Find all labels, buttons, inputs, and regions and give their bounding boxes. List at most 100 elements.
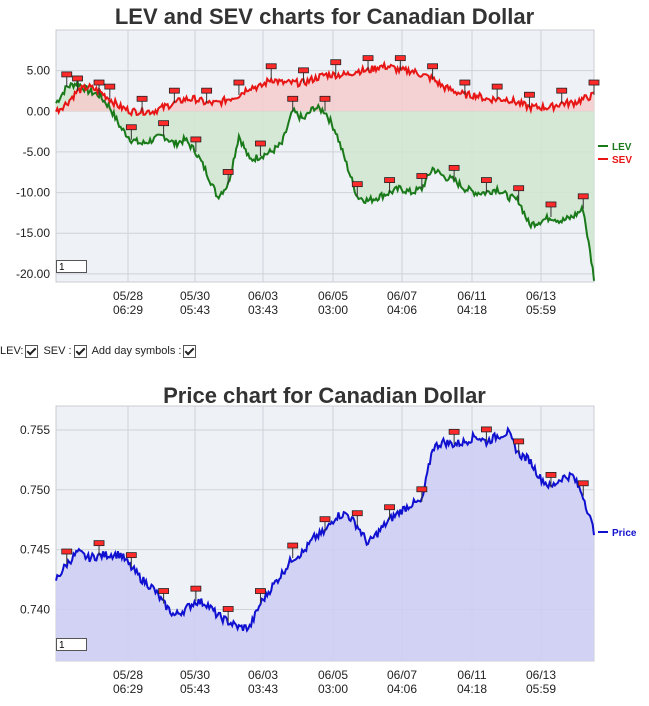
lev-x-tick-time: 04:18 xyxy=(457,303,487,317)
day-symbol-marker[interactable] xyxy=(319,95,331,102)
day-symbol-marker[interactable] xyxy=(125,124,137,131)
day-symbol-marker[interactable] xyxy=(255,140,266,147)
chart-options: LEV: SEV : Add day symbols : xyxy=(0,344,199,358)
day-symbol-marker[interactable] xyxy=(351,510,363,517)
lev-x-tick-date: 06/05 xyxy=(318,289,348,303)
lev-y-tick-label: -10.00 xyxy=(16,186,50,200)
price-series-area xyxy=(56,428,594,661)
price-x-tick-time: 04:06 xyxy=(387,682,417,696)
day-symbol-marker[interactable] xyxy=(222,169,234,175)
sev-toggle-label: SEV : xyxy=(43,344,72,357)
day-symbol-marker[interactable] xyxy=(384,177,395,183)
sev-series-line[interactable] xyxy=(55,60,595,117)
price-y-tick-label: 0.755 xyxy=(20,423,50,437)
lev-y-tick-label: -15.00 xyxy=(16,226,50,240)
lev-sev-chart: 5.00 0.00 -5.00 -10.00 -15.00 -20.00 05/28 06:2… xyxy=(0,0,649,330)
day-symbol-marker[interactable] xyxy=(480,177,492,183)
day-symbols-checkbox[interactable] xyxy=(183,345,197,358)
day-symbol-marker[interactable] xyxy=(480,426,492,433)
day-symbol-marker[interactable] xyxy=(330,59,342,66)
day-symbol-marker[interactable] xyxy=(125,552,137,559)
day-symbol-marker[interactable] xyxy=(72,75,83,82)
price-x-tick-date: 06/13 xyxy=(526,668,556,682)
day-symbol-marker[interactable] xyxy=(362,55,374,62)
day-symbol-marker[interactable] xyxy=(61,71,73,78)
lev-legend-label[interactable]: LEV xyxy=(612,142,632,153)
day-symbol-marker[interactable] xyxy=(577,193,589,200)
lev-x-tick-time: 05:59 xyxy=(526,303,556,317)
lev-series-line[interactable] xyxy=(55,78,595,281)
day-symbol-marker[interactable] xyxy=(201,87,213,94)
day-symbol-marker[interactable] xyxy=(491,83,503,90)
lev-x-tick-date: 05/28 xyxy=(113,289,143,303)
lev-x-tick-time: 05:43 xyxy=(180,303,210,317)
lev-x-tick-time: 03:43 xyxy=(248,303,278,317)
lev-x-tick-date: 06/03 xyxy=(248,289,278,303)
lev-series-area xyxy=(56,81,594,281)
day-symbol-marker[interactable] xyxy=(545,472,557,478)
price-x-tick-time: 05:59 xyxy=(526,682,556,696)
day-symbol-marker[interactable] xyxy=(287,542,299,549)
day-symbol-marker[interactable] xyxy=(287,95,299,102)
day-symbol-marker[interactable] xyxy=(577,480,589,487)
lev-sev-chart-svg: 5.00 0.00 -5.00 -10.00 -15.00 -20.00 05/2806:2… xyxy=(16,29,632,317)
day-symbol-marker[interactable] xyxy=(265,63,277,70)
day-symbol-marker[interactable] xyxy=(588,79,600,86)
day-symbol-marker[interactable] xyxy=(190,585,202,592)
day-symbol-marker[interactable] xyxy=(448,164,460,171)
day-symbol-marker[interactable] xyxy=(319,516,331,523)
day-symbol-marker[interactable] xyxy=(298,67,309,74)
price-y-tick-label: 0.745 xyxy=(20,543,50,557)
day-symbol-marker[interactable] xyxy=(93,79,105,86)
sev-checkbox[interactable] xyxy=(73,345,87,358)
lev-y-tick-label: -5.00 xyxy=(23,145,51,159)
day-symbol-marker[interactable] xyxy=(394,55,406,62)
day-symbol-marker[interactable] xyxy=(416,173,428,179)
day-symbol-marker[interactable] xyxy=(104,83,116,90)
day-symbol-marker[interactable] xyxy=(427,63,439,70)
day-symbol-marker[interactable] xyxy=(351,181,363,188)
day-symbol-marker[interactable] xyxy=(93,540,105,547)
lev-x-tick-date: 06/07 xyxy=(387,289,417,303)
price-y-tick-label: 0.740 xyxy=(20,603,50,617)
price-x-tick-time: 05:43 xyxy=(180,682,210,696)
day-symbol-marker[interactable] xyxy=(158,588,170,594)
day-symbol-marker[interactable] xyxy=(233,79,245,86)
lev-x-tick-time: 03:00 xyxy=(318,303,348,317)
price-x-tick-date: 06/03 xyxy=(248,668,278,682)
day-symbol-marker[interactable] xyxy=(255,588,266,594)
day-symbol-marker[interactable] xyxy=(524,91,535,98)
price-x-tick-time: 06:29 xyxy=(113,682,143,696)
day-symbol-marker[interactable] xyxy=(416,486,428,493)
lev-x-tick-time: 06:29 xyxy=(113,303,143,317)
day-symbol-marker[interactable] xyxy=(459,79,471,86)
price-x-tick-date: 05/28 xyxy=(113,668,143,682)
price-x-tick-date: 06/05 xyxy=(318,668,348,682)
day-symbol-marker[interactable] xyxy=(168,87,180,94)
price-x-tick-time: 03:43 xyxy=(248,682,278,696)
price-zoom-input[interactable]: 1 xyxy=(56,638,87,651)
day-symbol-marker[interactable] xyxy=(222,606,234,612)
price-x-tick-date: 05/30 xyxy=(180,668,210,682)
lev-checkbox[interactable] xyxy=(25,345,39,358)
lev-zoom-input[interactable]: 1 xyxy=(56,260,87,273)
day-symbol-marker[interactable] xyxy=(556,87,568,94)
sev-series-area xyxy=(56,63,594,115)
day-symbol-marker[interactable] xyxy=(513,438,525,445)
day-symbol-marker[interactable] xyxy=(190,136,202,143)
lev-sev-chart-title: LEV and SEV charts for Canadian Dollar xyxy=(114,4,535,29)
day-symbol-marker[interactable] xyxy=(513,185,525,192)
day-symbol-marker[interactable] xyxy=(158,120,170,127)
day-symbol-marker[interactable] xyxy=(384,504,395,511)
sev-legend-label[interactable]: SEV xyxy=(612,155,632,166)
day-symbols-label: Add day symbols : xyxy=(91,344,182,357)
day-symbol-marker[interactable] xyxy=(545,201,557,208)
lev-y-tick-label: 5.00 xyxy=(27,64,51,78)
day-symbol-marker[interactable] xyxy=(448,428,460,435)
day-symbol-marker[interactable] xyxy=(61,548,73,555)
lev-toggle-label: LEV: xyxy=(0,344,24,357)
price-legend-label[interactable]: Price xyxy=(612,528,637,539)
day-symbol-marker[interactable] xyxy=(136,95,148,102)
price-x-tick-date: 06/07 xyxy=(387,668,417,682)
